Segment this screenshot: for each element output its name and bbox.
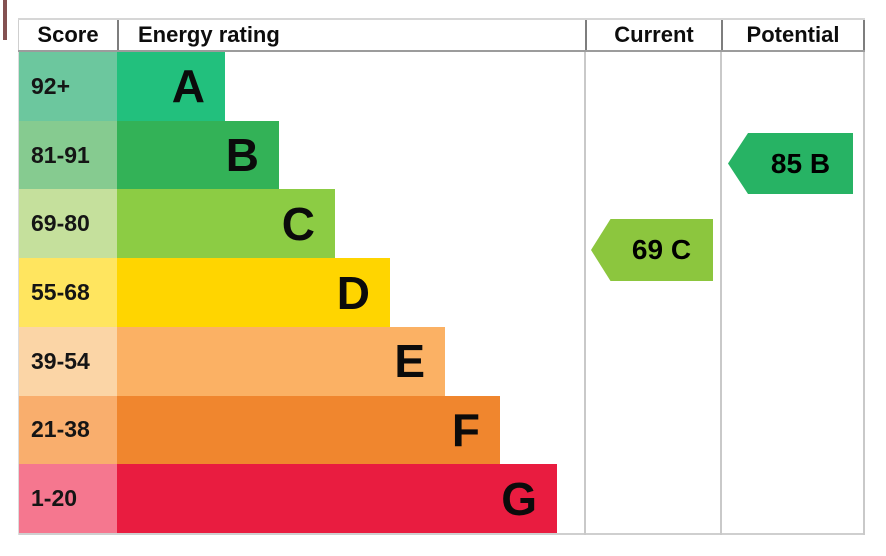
potential-rating-arrow: 85 B: [728, 133, 853, 194]
score-range-cell: 39-54: [18, 326, 117, 396]
rating-letter-label: A: [171, 60, 205, 113]
table-left-border: [18, 52, 19, 535]
rating-letter-label: B: [225, 129, 259, 182]
column-header-score: Score: [18, 20, 117, 50]
rating-letter-label: F: [451, 403, 480, 456]
rating-letter-label: G: [501, 472, 537, 525]
column-header-energy-rating: Energy rating: [117, 20, 585, 50]
score-range-label: 39-54: [31, 347, 90, 374]
current-rating-arrow: 69 C: [591, 219, 713, 281]
column-header-current: Current: [585, 20, 721, 50]
score-range-cell: 81-91: [18, 120, 117, 190]
current-column-divider: [584, 52, 586, 535]
rating-bar: C: [117, 189, 335, 259]
left-edge-scan-artifact: [3, 0, 7, 40]
score-range-label: 92+: [31, 72, 71, 99]
score-range-label: 69-80: [31, 210, 90, 237]
score-range-cell: 69-80: [18, 189, 117, 259]
rating-band-row: 1-20 G: [18, 464, 865, 534]
potential-rating-label: 85 B: [770, 147, 831, 179]
rating-bar: E: [117, 326, 445, 396]
potential-column-divider: [720, 52, 722, 535]
rating-bar: D: [117, 258, 390, 327]
column-header-potential: Potential: [721, 20, 865, 50]
score-range-cell: 55-68: [18, 258, 117, 327]
rating-band-row: 39-54 E: [18, 326, 865, 396]
rating-letter-label: C: [281, 197, 315, 250]
rating-letter-label: D: [336, 266, 370, 319]
score-range-cell: 21-38: [18, 395, 117, 465]
rating-band-row: 21-38 F: [18, 395, 865, 465]
score-range-label: 1-20: [31, 485, 78, 512]
table-right-border: [863, 52, 865, 535]
rating-bar: B: [117, 120, 279, 190]
rating-band-row: 69-80 C: [18, 189, 865, 259]
score-range-label: 81-91: [31, 141, 90, 168]
score-range-cell: 1-20: [18, 464, 117, 534]
rating-bar: G: [117, 464, 557, 534]
score-range-label: 21-38: [31, 416, 90, 443]
rating-band-row: 81-91 B: [18, 120, 865, 190]
rating-bar: F: [117, 395, 500, 465]
score-range-label: 55-68: [31, 279, 90, 306]
rating-bands: 92+ A 81-91 B 69-80 C 55-68 D 39-54: [18, 52, 865, 535]
rating-letter-label: E: [394, 335, 425, 388]
chart-header-row: Score Energy rating Current Potential: [18, 18, 865, 52]
score-range-cell: 92+: [18, 52, 117, 121]
rating-band-row: 55-68 D: [18, 258, 865, 327]
rating-band-row: 92+ A: [18, 52, 865, 121]
current-rating-label: 69 C: [631, 234, 692, 265]
rating-bar: A: [117, 52, 225, 121]
